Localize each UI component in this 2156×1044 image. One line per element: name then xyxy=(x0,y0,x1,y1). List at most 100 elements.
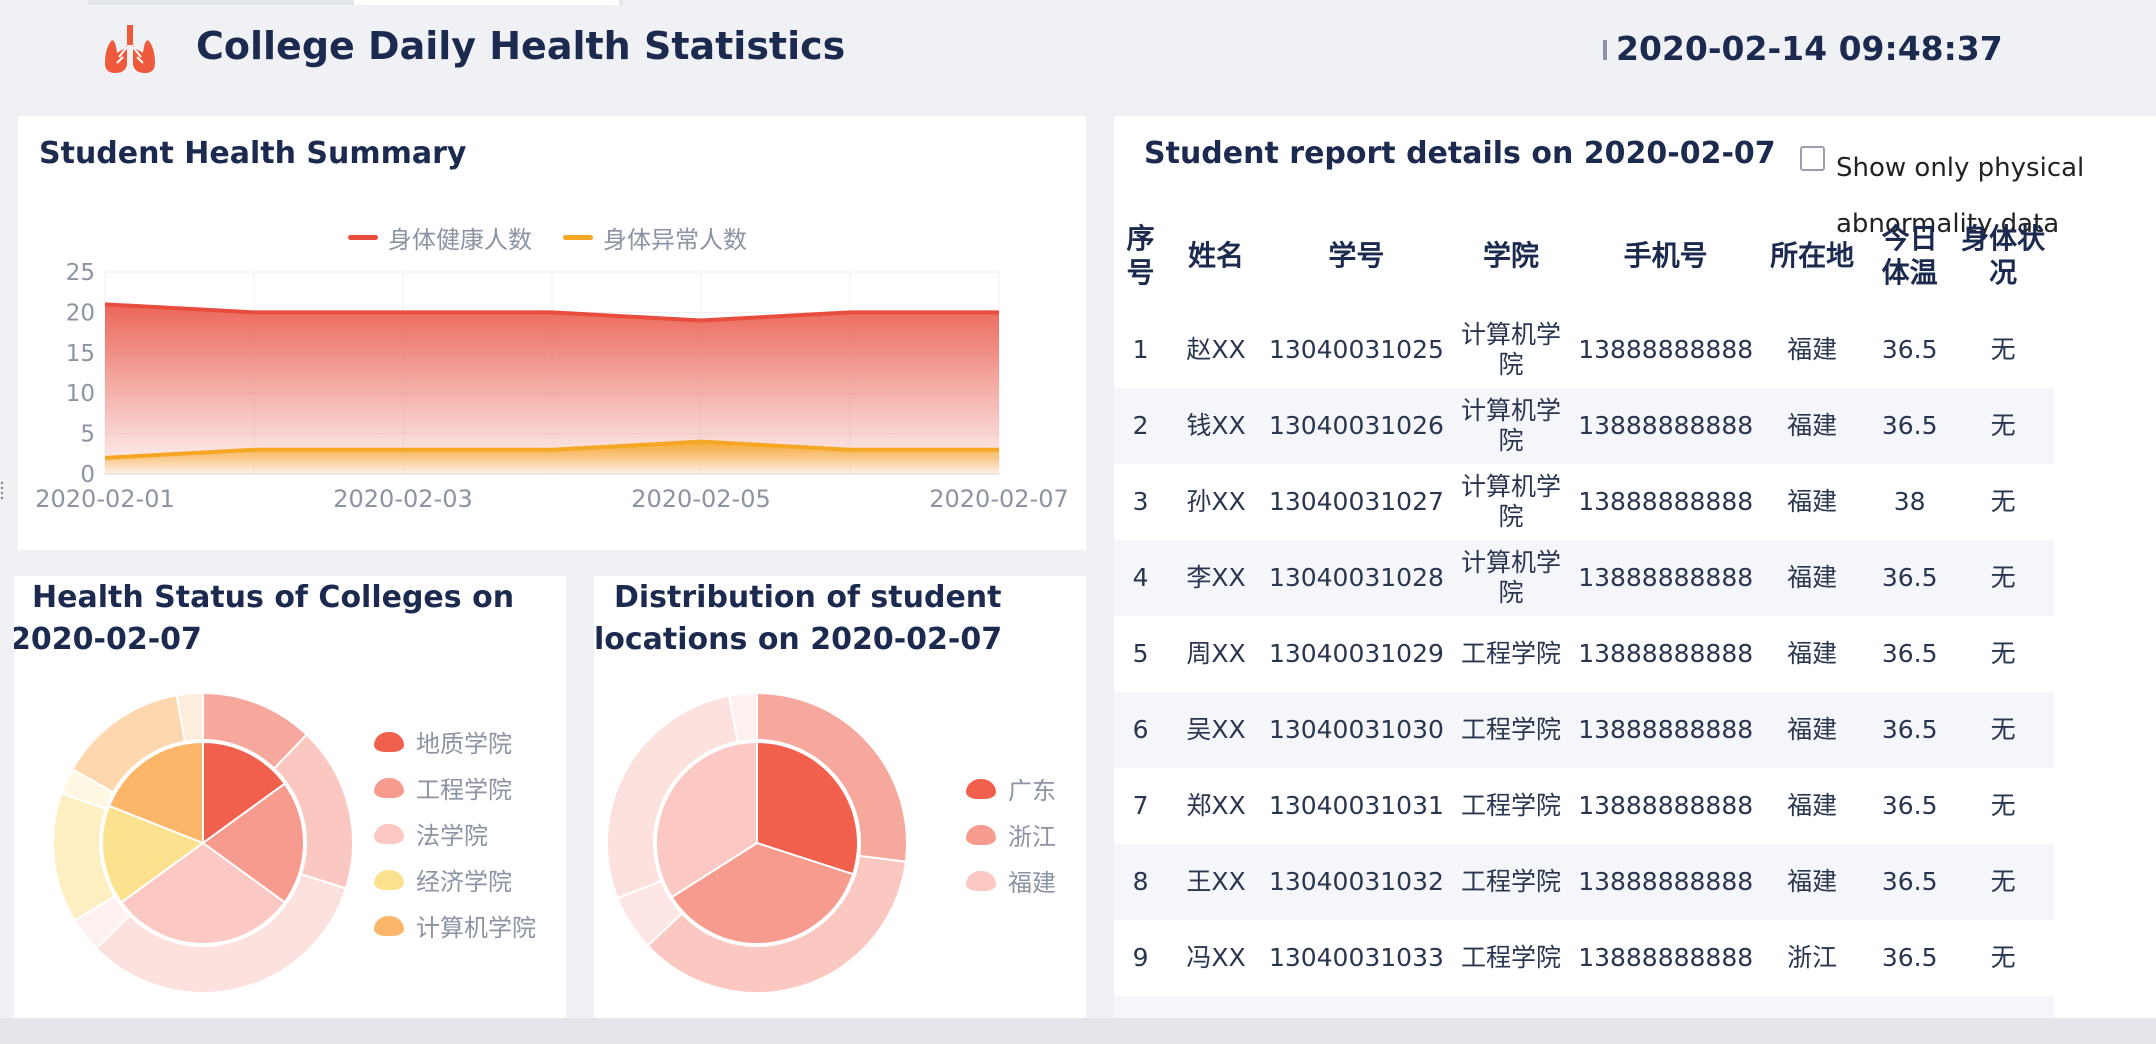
abnormal-filter-label: Show only physical abnormality data xyxy=(1836,153,2085,239)
table-row[interactable]: 8 王XX 13040031032 工程学院 13888888888 福建 36.5 无 xyxy=(1114,844,2054,920)
legend-item[interactable]: 工程学院 xyxy=(374,770,512,805)
cell-location: 福建 xyxy=(1757,388,1868,464)
table-row[interactable]: 2 钱XX 13040031026 计算机学院 13888888888 福建 36.5 无 xyxy=(1114,388,2054,464)
legend-item[interactable]: 福建 xyxy=(966,863,1056,898)
column-header[interactable]: 所在地 xyxy=(1770,239,1855,272)
cell-no: 10 xyxy=(1114,996,1168,1018)
cell-no: 5 xyxy=(1132,639,1149,668)
legend-item[interactable]: 地质学院 xyxy=(374,724,512,759)
page-title: College Daily Health Statistics xyxy=(196,24,846,68)
cell-college: 工程学院 xyxy=(1447,844,1575,920)
browser-tab-strip xyxy=(88,0,623,5)
legend-label: 工程学院 xyxy=(416,776,512,804)
resize-handle[interactable] xyxy=(0,480,6,500)
table-row[interactable]: 6 吴XX 13040031030 工程学院 13888888888 福建 36.5 无 xyxy=(1114,692,2054,768)
table-row[interactable]: 9 冯XX 13040031033 工程学院 13888888888 浙江 36.5 无 xyxy=(1114,920,2054,996)
table-row[interactable]: 4 李XX 13040031028 计算机学院 13888888888 福建 36.5 无 xyxy=(1114,540,2054,616)
legend-item[interactable]: 经济学院 xyxy=(374,862,512,897)
table-row[interactable]: 3 孙XX 13040031027 计算机学院 13888888888 福建 38 无 xyxy=(1114,464,2054,540)
cell-status: 无 xyxy=(1990,335,2016,364)
cell-sid: 13040031034 xyxy=(1264,996,1448,1018)
inner-slice[interactable] xyxy=(655,740,758,899)
student-report-panel: Student report details on 2020-02-07 Sho… xyxy=(1114,116,2156,1018)
y-tick-label: 5 xyxy=(80,422,95,448)
legend-swatch-icon xyxy=(374,777,404,798)
inner-slice[interactable] xyxy=(119,841,287,945)
cell-status: 无 xyxy=(1952,540,2054,616)
abnormal-filter-checkbox[interactable] xyxy=(1800,146,1825,171)
legend-label: 经济学院 xyxy=(416,868,512,896)
inner-slice[interactable] xyxy=(202,740,287,845)
cell-status: 无 xyxy=(1952,844,2054,920)
cell-name: 李XX xyxy=(1167,540,1265,616)
y-tick-label: 25 xyxy=(66,260,95,286)
cell-college: 工程学院 xyxy=(1461,943,1562,972)
legend-item[interactable]: 法学院 xyxy=(374,816,488,851)
cell-name: 钱XX xyxy=(1167,388,1265,464)
inner-slice[interactable] xyxy=(201,782,305,904)
inner-slice[interactable] xyxy=(101,804,206,904)
cell-phone: 13888888888 xyxy=(1578,791,1754,820)
table-row[interactable]: 10陈XX13040031034经济学院13888888888浙江36.5无 xyxy=(1114,996,2054,1018)
cell-no: 6 xyxy=(1114,692,1168,768)
cell-phone: 13888888888 xyxy=(1578,639,1754,668)
column-header[interactable]: 学院 xyxy=(1483,239,1540,272)
cell-name: 王XX xyxy=(1167,844,1265,920)
legend-item[interactable]: 浙江 xyxy=(966,817,1056,852)
legend-swatch-icon xyxy=(966,870,996,891)
table-row[interactable]: 7 郑XX 13040031031 工程学院 13888888888 福建 36.5 无 xyxy=(1114,768,2054,844)
cell-location: 浙江 xyxy=(1757,996,1868,1018)
inner-slice[interactable] xyxy=(756,740,859,876)
active-tab-indicator[interactable] xyxy=(354,0,619,5)
table-row[interactable]: 1 赵XX 13040031025 计算机学院 13888888888 福建 36.5 无 xyxy=(1114,312,2054,388)
inner-slice[interactable] xyxy=(107,740,204,845)
legend-swatch-icon xyxy=(374,823,404,844)
cell-sid: 13040031031 xyxy=(1268,791,1444,820)
legend-line-icon xyxy=(563,235,593,240)
cell-location: 福建 xyxy=(1757,540,1868,616)
column-header[interactable]: 序号 xyxy=(1126,222,1155,289)
cell-sid: 13040031027 xyxy=(1268,487,1444,516)
cell-phone: 13888888888 xyxy=(1578,487,1754,516)
x-tick-label: 2020-02-03 xyxy=(333,485,472,513)
column-header[interactable]: 手机号 xyxy=(1623,239,1708,272)
cell-sid: 13040031030 xyxy=(1264,692,1448,768)
cell-phone: 13888888888 xyxy=(1574,996,1758,1018)
cell-college: 计算机学院 xyxy=(1461,320,1562,379)
cell-location: 浙江 xyxy=(1787,943,1838,972)
outer-slice[interactable] xyxy=(727,691,758,743)
cell-sid: 13040031026 xyxy=(1264,388,1448,464)
legend-item[interactable]: 广东 xyxy=(966,771,1056,806)
column-header[interactable]: 身体状况 xyxy=(1961,222,2046,289)
column-header[interactable]: 姓名 xyxy=(1188,239,1245,272)
outer-slice[interactable] xyxy=(175,691,204,743)
outer-slice[interactable] xyxy=(646,854,907,994)
legend-healthy[interactable]: 身体健康人数 xyxy=(348,220,532,255)
cell-temp: 36.5 xyxy=(1867,844,1953,920)
cell-location: 福建 xyxy=(1787,335,1838,364)
horizontal-scrollbar[interactable] xyxy=(0,1018,2156,1044)
table-body: 1 赵XX 13040031025 计算机学院 13888888888 福建 36.5 无 2 钱… xyxy=(1114,312,2054,1018)
x-tick-label: 2020-02-01 xyxy=(35,485,174,513)
cell-name: 吴XX xyxy=(1167,692,1265,768)
health-summary-panel: Student Health Summary 身体健康人数 身体异常人数 0 5 1… xyxy=(18,116,1086,550)
table-row[interactable]: 5 周XX 13040031029 工程学院 13888888888 福建 36.5 无 xyxy=(1114,616,2054,692)
cell-sid: 13040031029 xyxy=(1268,639,1444,668)
colleges-donut-chart xyxy=(52,691,354,994)
colleges-title: Health Status of Colleges on 2020-02-07 xyxy=(14,580,515,657)
inner-slice[interactable] xyxy=(670,841,855,945)
summary-title: Student Health Summary xyxy=(39,136,467,171)
locations-donut-chart xyxy=(606,691,908,994)
cell-status: 无 xyxy=(1952,388,2054,464)
health-summary-chart: 0 5 10 15 20 25 2020-02-01 2020-02-03 2020-02-05… xyxy=(35,260,1068,513)
column-header[interactable]: 今日体温 xyxy=(1881,222,1938,289)
cell-temp: 36.5 xyxy=(1867,996,1953,1018)
cell-no: 1 xyxy=(1132,335,1149,364)
legend-abnormal[interactable]: 身体异常人数 xyxy=(563,220,747,255)
column-header[interactable]: 学号 xyxy=(1328,239,1385,272)
colleges-status-panel: Health Status of Colleges on 2020-02-07 … xyxy=(14,576,566,1018)
legend-label: 法学院 xyxy=(416,822,488,850)
outer-slice[interactable] xyxy=(94,872,348,994)
legend-abnormal-label: 身体异常人数 xyxy=(603,226,747,254)
legend-item[interactable]: 计算机学院 xyxy=(374,908,536,943)
